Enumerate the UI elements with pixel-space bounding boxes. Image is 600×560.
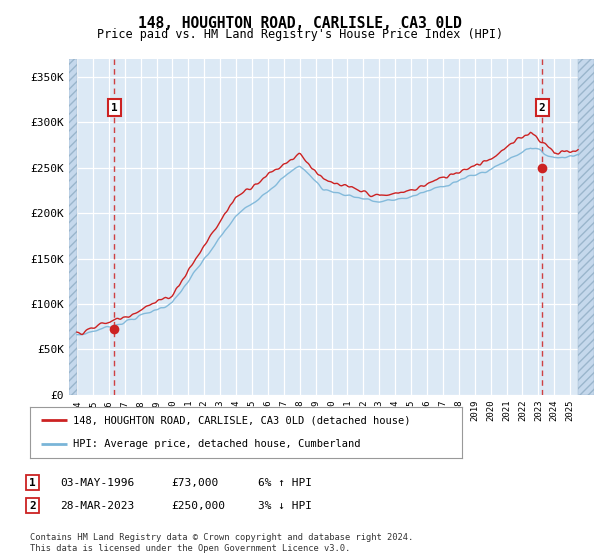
Text: 1: 1 (29, 478, 36, 488)
Text: Contains HM Land Registry data © Crown copyright and database right 2024.
This d: Contains HM Land Registry data © Crown c… (30, 533, 413, 553)
Text: 2: 2 (539, 102, 545, 113)
Text: 3% ↓ HPI: 3% ↓ HPI (258, 501, 312, 511)
Text: 28-MAR-2023: 28-MAR-2023 (60, 501, 134, 511)
Text: 6% ↑ HPI: 6% ↑ HPI (258, 478, 312, 488)
Bar (69, 59, 77, 395)
Text: 148, HOUGHTON ROAD, CARLISLE, CA3 0LD: 148, HOUGHTON ROAD, CARLISLE, CA3 0LD (138, 16, 462, 31)
Text: Price paid vs. HM Land Registry's House Price Index (HPI): Price paid vs. HM Land Registry's House … (97, 28, 503, 41)
Bar (578, 59, 594, 395)
Text: 148, HOUGHTON ROAD, CARLISLE, CA3 0LD (detached house): 148, HOUGHTON ROAD, CARLISLE, CA3 0LD (d… (73, 416, 410, 426)
Text: 1: 1 (111, 102, 118, 113)
Text: £73,000: £73,000 (171, 478, 218, 488)
Text: 2: 2 (29, 501, 36, 511)
Text: 03-MAY-1996: 03-MAY-1996 (60, 478, 134, 488)
Text: £250,000: £250,000 (171, 501, 225, 511)
Text: HPI: Average price, detached house, Cumberland: HPI: Average price, detached house, Cumb… (73, 439, 361, 449)
